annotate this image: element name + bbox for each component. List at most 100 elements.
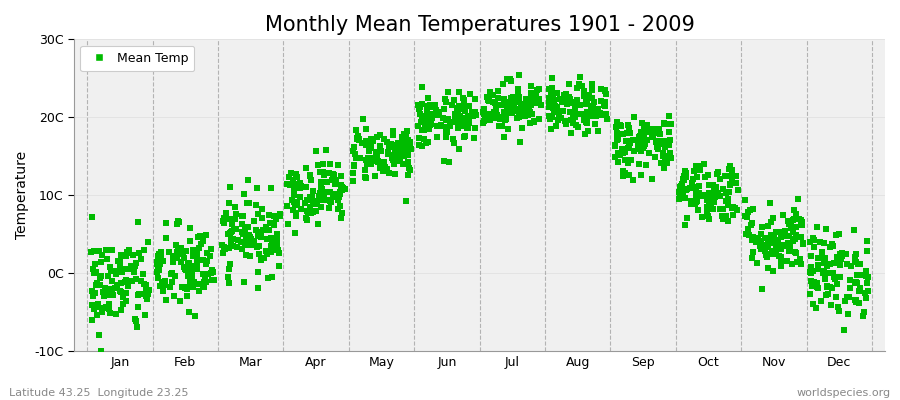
Point [814, 297, 829, 304]
Point [283, 182, 297, 188]
Point [858, 290, 872, 296]
Point [856, 313, 870, 319]
Point [507, 102, 521, 109]
Point [128, 316, 142, 322]
Point [580, 96, 594, 103]
Point [562, 94, 576, 100]
Point [497, 134, 511, 140]
Point [490, 107, 504, 113]
Point [190, 254, 204, 260]
Point [309, 148, 323, 155]
Point [265, 240, 279, 246]
Point [821, 270, 835, 276]
Point [290, 180, 304, 187]
Point [820, 284, 834, 290]
Point [568, 102, 582, 109]
Point [323, 161, 338, 167]
Point [851, 300, 866, 306]
Point [550, 90, 564, 97]
Point [761, 251, 776, 257]
Point [770, 238, 785, 244]
Point [816, 270, 831, 277]
Point [615, 145, 629, 152]
Point [205, 266, 220, 273]
Point [153, 261, 167, 267]
Point [289, 212, 303, 219]
Point [121, 282, 135, 289]
Point [590, 128, 605, 135]
Point [235, 213, 249, 219]
Point [85, 214, 99, 220]
Point [623, 140, 637, 146]
Point [252, 251, 266, 258]
Point [771, 253, 786, 259]
Point [532, 115, 546, 122]
Point [778, 243, 792, 249]
Point [248, 227, 263, 233]
Point [560, 98, 574, 104]
Point [186, 247, 201, 254]
Point [724, 181, 738, 188]
Point [691, 163, 706, 169]
Point [224, 237, 238, 244]
Point [807, 244, 822, 250]
Point [187, 312, 202, 319]
Point [359, 161, 374, 168]
Point [634, 133, 648, 139]
Point [770, 229, 784, 235]
Point [327, 177, 341, 184]
Point [403, 146, 418, 152]
Point [101, 305, 115, 312]
Point [860, 280, 875, 286]
Point [768, 250, 782, 257]
Point [163, 284, 177, 290]
Point [781, 218, 796, 224]
Point [656, 165, 670, 172]
Point [184, 283, 199, 289]
Point [506, 94, 520, 100]
Point [402, 165, 417, 172]
Point [663, 137, 678, 144]
Point [754, 242, 769, 248]
Point [786, 216, 800, 223]
Point [559, 91, 573, 98]
Point [284, 197, 299, 204]
Point [702, 198, 716, 205]
Point [400, 137, 415, 143]
Point [412, 104, 427, 110]
Point [446, 97, 461, 103]
Point [626, 177, 640, 183]
Point [294, 183, 309, 190]
Point [126, 269, 140, 276]
Point [412, 105, 427, 112]
Point [588, 121, 602, 128]
Point [221, 200, 236, 206]
Point [267, 245, 282, 252]
Point [132, 250, 147, 256]
Point [151, 253, 166, 260]
Point [763, 199, 778, 206]
Point [570, 97, 584, 104]
Point [716, 216, 731, 223]
Point [655, 153, 670, 159]
Point [489, 110, 503, 116]
Point [744, 220, 759, 226]
Point [579, 97, 593, 104]
Point [598, 91, 613, 97]
Point [400, 152, 415, 158]
Point [581, 128, 596, 135]
Point [417, 136, 431, 142]
Point [400, 172, 415, 178]
Point [299, 215, 313, 221]
Point [396, 146, 410, 152]
Point [489, 114, 503, 121]
Point [393, 143, 408, 150]
Point [738, 197, 752, 204]
Point [121, 250, 135, 256]
Point [811, 262, 825, 268]
Point [542, 113, 556, 119]
Point [750, 260, 764, 266]
Point [585, 87, 599, 94]
Point [92, 332, 106, 338]
Point [194, 233, 208, 239]
